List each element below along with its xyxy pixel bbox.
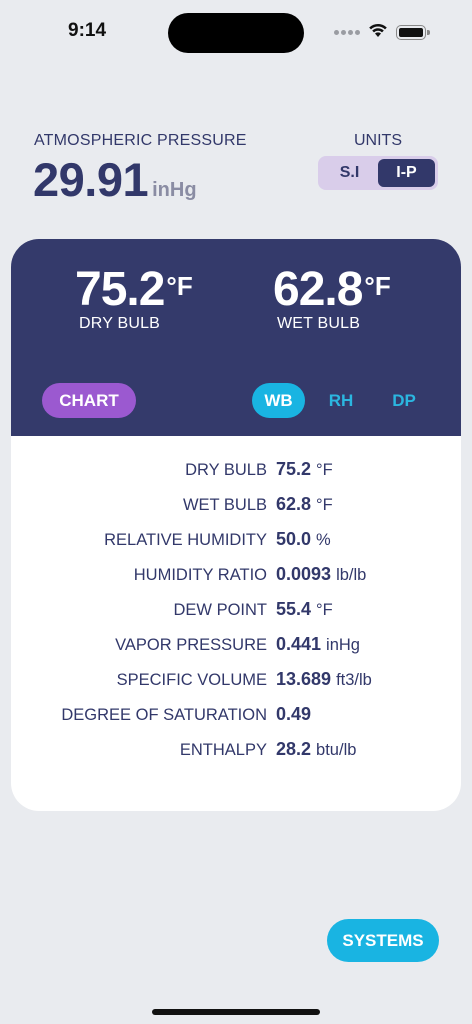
property-value: 62.8 [276,494,312,514]
wet-bulb-value: 62.8 [273,263,363,316]
property-name: HUMIDITY RATIO [133,566,267,584]
pressure-value-row[interactable]: 29.91 inHg [33,152,197,207]
property-unit: lb/lb [336,566,367,584]
property-name: WET BULB [182,496,267,514]
dry-bulb-value: 75.2 [75,263,165,316]
property-row: DRY BULB 75.2 °F [11,457,461,487]
pressure-value[interactable]: 29.91 [33,153,149,206]
pressure-unit: inHg [152,179,197,201]
property-unit: % [316,531,331,549]
units-toggle[interactable]: S.I I-P [318,156,438,190]
property-row: VAPOR PRESSURE 0.441 inHg [11,632,461,662]
pressure-label: ATMOSPHERIC PRESSURE [34,132,247,149]
dry-bulb-unit: °F [166,271,193,301]
property-value: 0.49 [276,704,312,724]
property-value: 75.2 [276,459,312,479]
wet-bulb-unit: °F [364,271,391,301]
property-unit: °F [316,601,333,619]
property-unit: inHg [326,636,360,654]
dry-bulb-reading[interactable]: 75.2 °F DRY BULB [75,263,193,333]
property-value: 0.441 [276,634,322,654]
battery-icon [396,24,430,40]
dynamic-island [168,13,304,53]
property-name: ENTHALPY [179,741,267,759]
property-row: SPECIFIC VOLUME 13.689 ft3/lb [11,667,461,697]
card-header: 75.2 °F DRY BULB 62.8 °F WET BULB CHART … [11,239,461,436]
property-name: DEW POINT [173,601,268,619]
property-name: VAPOR PRESSURE [115,636,267,654]
property-value: 0.0093 [276,564,332,584]
property-row: RELATIVE HUMIDITY 50.0 % [11,527,461,557]
status-time: 9:14 [68,20,107,41]
mode-wb-button[interactable]: WB [252,383,305,418]
dry-bulb-caption: DRY BULB [79,315,161,332]
property-value: 55.4 [276,599,312,619]
property-unit: °F [316,496,333,514]
wet-bulb-reading[interactable]: 62.8 °F WET BULB [273,263,391,333]
property-name: RELATIVE HUMIDITY [104,531,267,549]
systems-button[interactable]: SYSTEMS [327,919,439,962]
property-row: HUMIDITY RATIO 0.0093 lb/lb [11,562,461,592]
home-indicator[interactable] [152,1009,320,1015]
mode-dp-button[interactable]: DP [392,390,416,410]
property-value: 13.689 [276,669,332,689]
units-label: UNITS [354,132,402,149]
property-row: ENTHALPY 28.2 btu/lb [11,737,461,767]
property-name: SPECIFIC VOLUME [116,671,267,689]
cellular-signal-icon [334,29,360,35]
wet-bulb-caption: WET BULB [277,315,361,332]
property-unit: ft3/lb [336,671,372,689]
property-name: DEGREE OF SATURATION [61,706,267,724]
units-option-ip[interactable]: I-P [378,159,435,187]
mode-rh-button[interactable]: RH [328,390,354,410]
chart-button[interactable]: CHART [42,383,136,418]
psychrometric-card: 75.2 °F DRY BULB 62.8 °F WET BULB CHART … [11,239,461,811]
property-name: DRY BULB [185,461,267,479]
property-row: DEW POINT 55.4 °F [11,597,461,627]
status-icons [334,22,430,43]
property-value: 28.2 [276,739,312,759]
property-value: 50.0 [276,529,312,549]
units-option-si[interactable]: S.I [339,164,360,181]
wifi-icon [368,22,388,43]
property-unit: btu/lb [316,741,357,759]
property-unit: °F [316,461,333,479]
property-row: WET BULB 62.8 °F [11,492,461,522]
property-row: DEGREE OF SATURATION 0.49 [11,702,461,732]
